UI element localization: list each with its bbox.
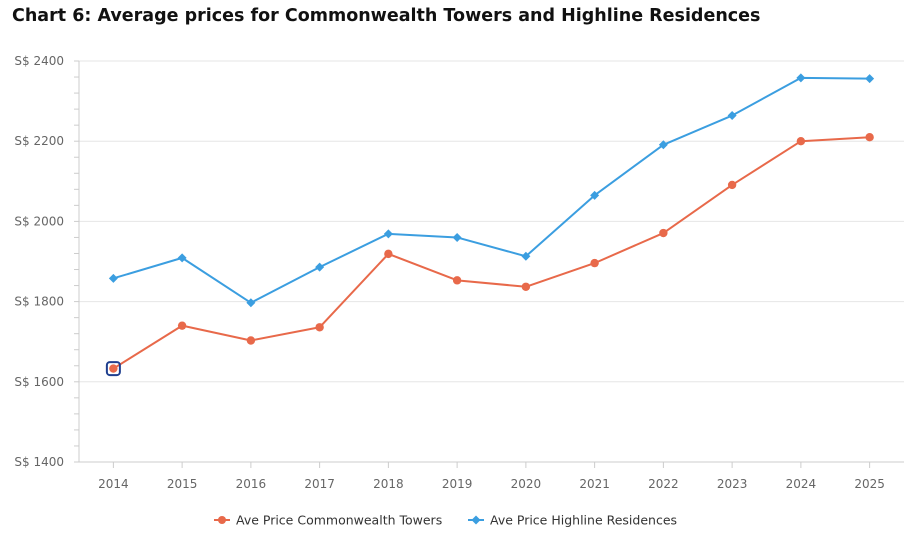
data-point xyxy=(246,336,256,345)
x-tick-label: 2019 xyxy=(442,477,473,491)
x-tick-label: 2015 xyxy=(167,477,198,491)
data-point xyxy=(659,228,668,238)
legend-marker xyxy=(218,516,226,524)
data-point xyxy=(177,321,187,330)
data-point xyxy=(315,262,325,272)
x-tick-label: 2017 xyxy=(304,477,335,491)
data-point xyxy=(521,251,531,261)
data-point xyxy=(727,111,737,121)
data-point xyxy=(590,190,600,200)
chart-title: Chart 6: Average prices for Commonwealth… xyxy=(12,6,761,26)
data-point xyxy=(865,132,874,142)
legend-label: Ave Price Highline Residences xyxy=(490,513,677,528)
data-point xyxy=(796,73,806,83)
data-point xyxy=(384,249,393,259)
y-tick-label: S$ 1400 xyxy=(14,455,64,469)
x-tick-label: 2024 xyxy=(786,477,817,491)
data-point xyxy=(383,229,393,239)
x-tick-label: 2021 xyxy=(579,477,610,491)
data-point xyxy=(452,232,462,242)
data-point xyxy=(108,273,118,283)
grid-lines xyxy=(79,60,904,383)
legend-label: Ave Price Commonwealth Towers xyxy=(236,513,442,528)
data-point xyxy=(865,74,875,84)
data-point xyxy=(452,276,462,285)
x-tick-label: 2023 xyxy=(717,477,748,491)
x-tick-label: 2018 xyxy=(373,477,404,491)
legend-marker xyxy=(471,515,481,525)
y-tick-label: S$ 2000 xyxy=(14,214,64,228)
legend-item-2: Ave Price Highline Residences xyxy=(468,513,677,528)
axes: S$ 1400 S$ 1600 S$ 1800 S$ 2000 S$ 2200 S$ 24… xyxy=(14,54,904,491)
data-point xyxy=(796,137,806,146)
series-layer xyxy=(105,73,875,377)
y-tick-label: S$ 2200 xyxy=(14,134,64,148)
data-point xyxy=(246,298,256,308)
data-point xyxy=(315,323,324,332)
x-tick-label: 2020 xyxy=(511,477,542,491)
x-tick-label: 2022 xyxy=(648,477,679,491)
x-tick-label: 2014 xyxy=(98,477,129,491)
legend-item-1: Ave Price Commonwealth Towers xyxy=(214,513,442,528)
series-1 xyxy=(109,132,874,373)
y-tick-label: S$ 1600 xyxy=(14,375,64,389)
series-line xyxy=(112,136,870,370)
data-point xyxy=(658,140,668,150)
y-tick-label: S$ 2400 xyxy=(14,54,64,68)
x-tick-label: 2025 xyxy=(854,477,885,491)
series-2 xyxy=(108,73,875,308)
data-point xyxy=(590,258,599,268)
data-point xyxy=(727,180,737,190)
highlighted-point-marker xyxy=(105,361,121,377)
legend: Ave Price Commonwealth Towers Ave Price H… xyxy=(214,513,677,528)
series-line xyxy=(113,76,870,304)
x-tick-label: 2016 xyxy=(236,477,267,491)
data-point xyxy=(177,253,187,263)
data-point xyxy=(109,364,118,373)
data-point xyxy=(521,282,531,291)
y-tick-label: S$ 1800 xyxy=(14,295,64,309)
